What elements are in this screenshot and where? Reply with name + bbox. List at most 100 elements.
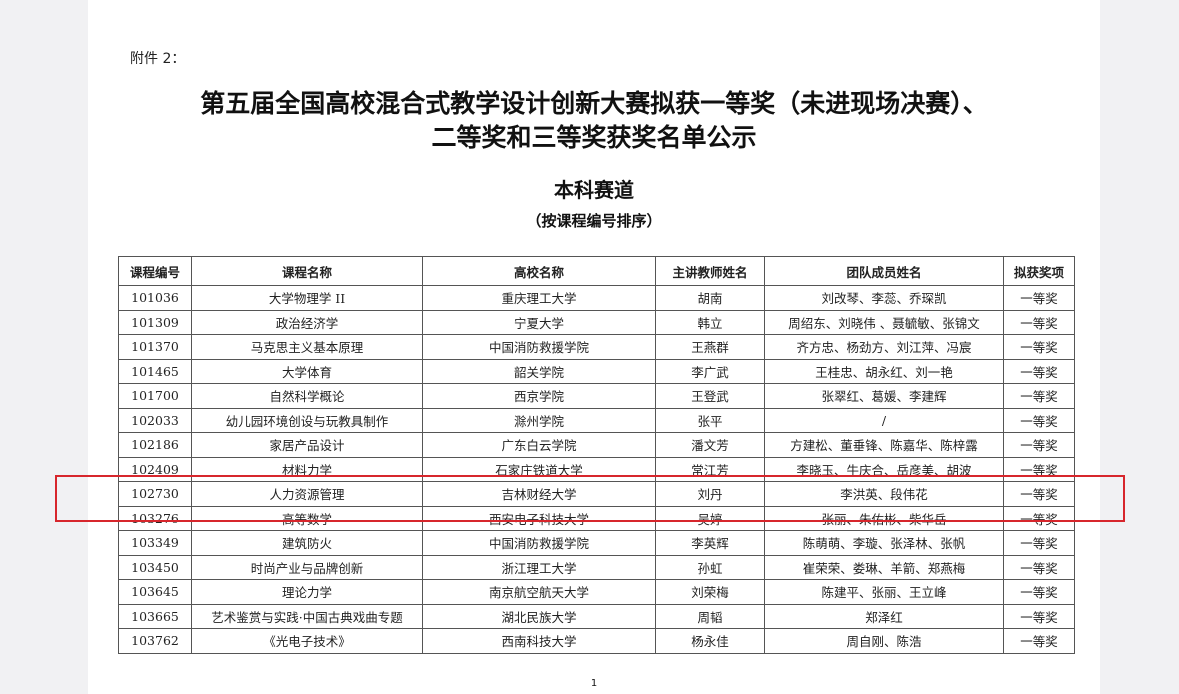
- table-cell: 方建松、董垂锋、陈嘉华、陈梓露: [764, 432, 1004, 458]
- document-page: 附件 2： 第五届全国高校混合式教学设计创新大赛拟获一等奖（未进现场决赛）、 二…: [88, 0, 1100, 694]
- table-row: 103762 《光电子技术》 西南科技大学 杨永佳 周自刚、陈浩 一等奖: [118, 628, 1075, 654]
- table-cell: 103762: [118, 628, 192, 654]
- table-cell: 一等奖: [1003, 628, 1075, 654]
- table-cell: 101465: [118, 358, 192, 384]
- table-cell: 宁夏大学: [422, 309, 656, 335]
- table-cell: 胡南: [655, 285, 765, 311]
- table-cell: 潘文芳: [655, 432, 765, 458]
- table-cell: 建筑防火: [191, 530, 423, 556]
- table-cell: 重庆理工大学: [422, 285, 656, 311]
- table-cell: 周自刚、陈浩: [764, 628, 1004, 654]
- table-cell: 中国消防救援学院: [422, 530, 656, 556]
- attachment-label: 附件 2：: [130, 51, 186, 67]
- table-cell: 大学物理学 II: [191, 285, 423, 311]
- table-row: 101465 大学体育 韶关学院 李广武 王桂忠、胡永红、刘一艳 一等奖: [118, 358, 1075, 384]
- table-cell: 101036: [118, 285, 192, 311]
- table-cell: 一等奖: [1003, 432, 1075, 458]
- table-cell: 常江芳: [655, 456, 765, 482]
- table-row: 103450 时尚产业与品牌创新 浙江理工大学 孙虹 崔荣荣、娄琳、羊箭、郑燕梅 一等奖: [118, 554, 1075, 580]
- table-cell: 101370: [118, 334, 192, 360]
- table-cell: 高等数学: [191, 505, 423, 531]
- sort-note: （按课程编号排序）: [526, 212, 662, 230]
- table-cell: /: [764, 407, 1004, 433]
- table-cell: 理论力学: [191, 579, 423, 605]
- table-row: 102730 人力资源管理 吉林财经大学 刘丹 李洪英、段伟花 一等奖: [118, 481, 1075, 507]
- title: 第五届全国高校混合式教学设计创新大赛拟获一等奖（未进现场决赛）、: [200, 89, 988, 118]
- table-cell: 韶关学院: [422, 358, 656, 384]
- table-cell: 王燕群: [655, 334, 765, 360]
- table-cell: 自然科学概论: [191, 383, 423, 409]
- table-cell: 一等奖: [1003, 383, 1075, 409]
- table-cell: 吉林财经大学: [422, 481, 656, 507]
- table-cell: 吴婷: [655, 505, 765, 531]
- table-cell: 李晓玉、牛庆合、岳彦美、胡波: [764, 456, 1004, 482]
- table-cell: 李洪英、段伟花: [764, 481, 1004, 507]
- table-cell: 崔荣荣、娄琳、羊箭、郑燕梅: [764, 554, 1004, 580]
- table-cell: 一等奖: [1003, 481, 1075, 507]
- table-cell: 人力资源管理: [191, 481, 423, 507]
- table-cell: 102730: [118, 481, 192, 507]
- table-cell: 一等奖: [1003, 579, 1075, 605]
- table-row: 103349 建筑防火 中国消防救援学院 李英辉 陈萌萌、李璇、张泽林、张帆 一等奖: [118, 530, 1075, 556]
- column-header: 课程名称: [191, 256, 423, 286]
- subtitle: 本科赛道: [554, 178, 634, 202]
- table-cell: 王桂忠、胡永红、刘一艳: [764, 358, 1004, 384]
- table-cell: 一等奖: [1003, 358, 1075, 384]
- table-cell: 艺术鉴赏与实践·中国古典戏曲专题: [191, 603, 423, 629]
- table-cell: 张翠红、葛媛、李建辉: [764, 383, 1004, 409]
- table-cell: 陈萌萌、李璇、张泽林、张帆: [764, 530, 1004, 556]
- column-header: 主讲教师姓名: [655, 256, 765, 286]
- table-cell: 一等奖: [1003, 334, 1075, 360]
- page-number: 1: [590, 678, 598, 689]
- table-cell: 102409: [118, 456, 192, 482]
- table-row: 101370 马克思主义基本原理 中国消防救援学院 王燕群 齐方忠、杨劲方、刘江萍、冯宸…: [118, 334, 1075, 360]
- column-header: 课程编号: [118, 256, 192, 286]
- table-row: 102033 幼儿园环境创设与玩教具制作 滁州学院 张平 / 一等奖: [118, 407, 1075, 433]
- table-cell: 广东白云学院: [422, 432, 656, 458]
- highlight-box: [55, 475, 1125, 522]
- table-cell: 一等奖: [1003, 456, 1075, 482]
- table-cell: 材料力学: [191, 456, 423, 482]
- table-cell: 《光电子技术》: [191, 628, 423, 654]
- header-row: 课程编号 课程名称 高校名称 主讲教师姓名 团队成员姓名 拟获奖项: [118, 256, 1075, 286]
- table-cell: 陈建平、张丽、王立峰: [764, 579, 1004, 605]
- table-cell: 中国消防救援学院: [422, 334, 656, 360]
- table-cell: 刘改琴、李蕊、乔琛凯: [764, 285, 1004, 311]
- table-cell: 孙虹: [655, 554, 765, 580]
- table-cell: 马克思主义基本原理: [191, 334, 423, 360]
- table-cell: 周韬: [655, 603, 765, 629]
- table-cell: 滁州学院: [422, 407, 656, 433]
- table-cell: 大学体育: [191, 358, 423, 384]
- column-header: 拟获奖项: [1003, 256, 1075, 286]
- table-cell: 刘丹: [655, 481, 765, 507]
- table-cell: 张平: [655, 407, 765, 433]
- table-cell: 家居产品设计: [191, 432, 423, 458]
- table-cell: 一等奖: [1003, 407, 1075, 433]
- table-cell: 一等奖: [1003, 309, 1075, 335]
- table-cell: 西安电子科技大学: [422, 505, 656, 531]
- table-cell: 时尚产业与品牌创新: [191, 554, 423, 580]
- table-cell: 103349: [118, 530, 192, 556]
- table-cell: 湖北民族大学: [422, 603, 656, 629]
- table-cell: 王登武: [655, 383, 765, 409]
- table-cell: 103665: [118, 603, 192, 629]
- table-cell: 周绍东、刘晓伟 、聂毓敏、张锦文: [764, 309, 1004, 335]
- table-cell: 政治经济学: [191, 309, 423, 335]
- column-header: 高校名称: [422, 256, 656, 286]
- table-cell: 103450: [118, 554, 192, 580]
- table-cell: 西京学院: [422, 383, 656, 409]
- table-cell: 西南科技大学: [422, 628, 656, 654]
- table-cell: 103645: [118, 579, 192, 605]
- table-cell: 一等奖: [1003, 530, 1075, 556]
- table-row: 101036 大学物理学 II 重庆理工大学 胡南 刘改琴、李蕊、乔琛凯 一等奖: [118, 285, 1075, 311]
- column-header: 团队成员姓名: [764, 256, 1004, 286]
- table-cell: 102186: [118, 432, 192, 458]
- table-cell: 齐方忠、杨劲方、刘江萍、冯宸: [764, 334, 1004, 360]
- table-cell: 101700: [118, 383, 192, 409]
- table-cell: 幼儿园环境创设与玩教具制作: [191, 407, 423, 433]
- table-row: 103665 艺术鉴赏与实践·中国古典戏曲专题 湖北民族大学 周韬 郑泽红 一等奖: [118, 603, 1075, 629]
- table-cell: 浙江理工大学: [422, 554, 656, 580]
- table-cell: 李广武: [655, 358, 765, 384]
- table-row: 102186 家居产品设计 广东白云学院 潘文芳 方建松、董垂锋、陈嘉华、陈梓露 一等奖: [118, 432, 1075, 458]
